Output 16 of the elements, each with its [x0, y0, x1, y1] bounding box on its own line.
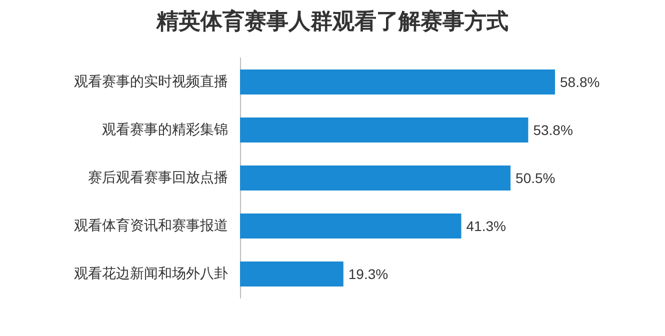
chart-title: 精英体育赛事人群观看了解赛事方式: [156, 8, 508, 34]
y-tick-label: 观看花边新闻和场外八卦: [74, 266, 228, 282]
y-tick-label: 观看赛事的实时视频直播: [74, 74, 228, 90]
data-label: 41.3%: [466, 218, 506, 234]
y-tick-label: 赛后观看赛事回放点播: [88, 170, 228, 186]
y-tick-label: 观看体育资讯和赛事报道: [74, 217, 228, 234]
data-label: 58.8%: [560, 74, 600, 90]
bar: [240, 262, 344, 286]
bar: [240, 70, 555, 94]
data-label: 19.3%: [348, 266, 388, 282]
data-label: 50.5%: [516, 170, 556, 186]
bar: [240, 214, 462, 238]
bar: [240, 166, 511, 190]
bar: [240, 118, 528, 142]
data-label: 53.8%: [533, 122, 573, 138]
y-tick-label: 观看赛事的精彩集锦: [102, 122, 228, 138]
